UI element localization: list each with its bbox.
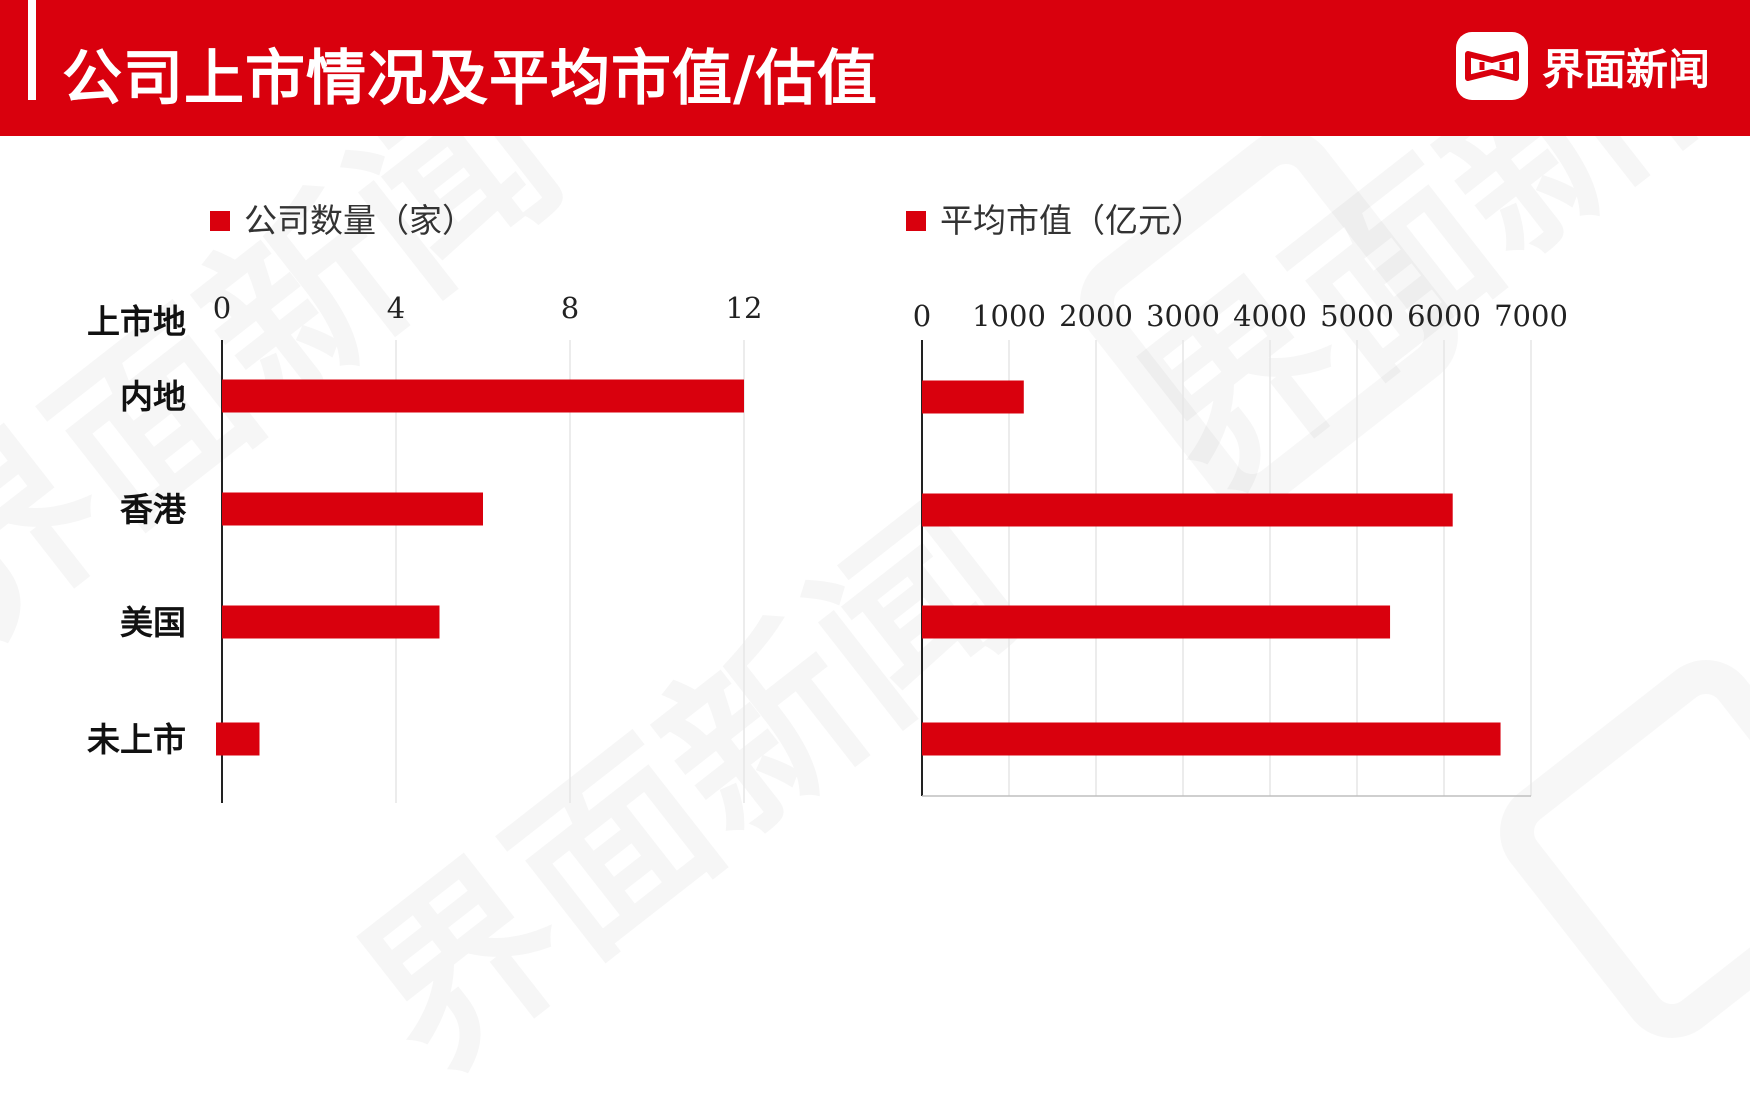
bar — [922, 605, 1391, 639]
category-label: 香港 — [120, 490, 187, 529]
brand-logo: 界面新闻 — [1455, 30, 1710, 102]
x-tick-label: 5000 — [1320, 299, 1394, 333]
legend-label: 公司数量（家） — [244, 201, 475, 240]
x-tick-label: 8 — [561, 291, 579, 325]
legend-label: 平均市值（亿元） — [940, 201, 1204, 240]
category-label: 内地 — [120, 377, 186, 416]
bar — [222, 492, 483, 526]
x-tick-label: 12 — [726, 291, 763, 325]
x-tick-label: 4 — [387, 291, 405, 325]
bar — [922, 722, 1501, 756]
bar — [222, 605, 440, 639]
category-label: 美国 — [120, 603, 186, 642]
x-tick-label: 7000 — [1494, 299, 1568, 333]
category-label: 未上市 — [87, 720, 186, 759]
x-tick-label: 0 — [213, 291, 231, 325]
header: 公司上市情况及平均市值/估值 界面新闻 — [0, 0, 1750, 136]
x-tick-label: 4000 — [1233, 299, 1307, 333]
header-accent-bar — [28, 0, 36, 100]
x-tick-label: 0 — [913, 299, 931, 333]
bar — [222, 379, 744, 413]
x-tick-label: 3000 — [1146, 299, 1220, 333]
x-tick-label: 1000 — [972, 299, 1046, 333]
bar — [922, 493, 1453, 527]
legend-swatch — [210, 211, 230, 231]
category-header: 上市地 — [87, 302, 186, 341]
brand-name: 界面新闻 — [1541, 44, 1710, 94]
legend-swatch — [906, 211, 926, 231]
page-title: 公司上市情况及平均市值/估值 — [62, 44, 878, 114]
bar — [922, 380, 1024, 414]
x-tick-label: 6000 — [1407, 299, 1481, 333]
brand-icon — [1455, 32, 1528, 100]
x-tick-label: 2000 — [1059, 299, 1133, 333]
bar — [216, 722, 260, 756]
